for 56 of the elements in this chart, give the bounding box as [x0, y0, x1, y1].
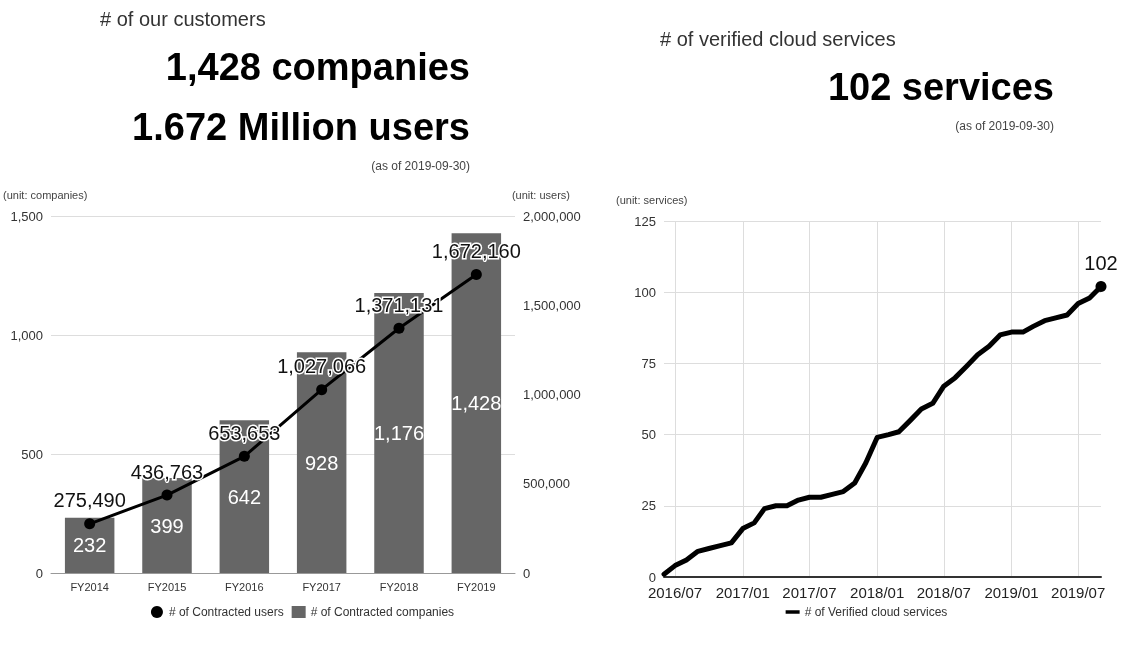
- y-tick-label: 0: [648, 569, 656, 585]
- y2-tick-label: 500,000: [523, 476, 570, 492]
- data-label: 642: [227, 485, 262, 508]
- data-label: 436,763: [130, 460, 204, 483]
- x-tick-label: 2017/01: [715, 584, 770, 601]
- data-label: 275,490: [53, 489, 126, 512]
- chart-title: # of verified cloud services: [660, 28, 896, 50]
- data-label: 232: [72, 534, 107, 557]
- legend-label: # of Verified cloud services: [804, 605, 948, 619]
- x-tick-label: FY2017: [302, 580, 341, 593]
- chart-title: # of our customers: [100, 8, 266, 30]
- y-axis-title: (unit: companies): [3, 188, 88, 201]
- text: 102 services: [827, 66, 1054, 108]
- text: (as of 2019-09-30): [955, 119, 1055, 133]
- x-tick-label: 2019/07: [1051, 584, 1106, 601]
- y-tick-label: 125: [634, 213, 656, 229]
- x-tick-label: 2017/07: [782, 584, 837, 601]
- point: [238, 450, 250, 462]
- x-tick-label: FY2016: [225, 580, 264, 593]
- x-tick-label: 2019/01: [984, 584, 1039, 601]
- y-tick-label: 500: [21, 446, 43, 462]
- y-tick-label: 0: [35, 565, 43, 581]
- data-label: 399: [150, 514, 184, 537]
- y-tick-label: 25: [641, 498, 656, 514]
- x-tick-label: 2018/01: [850, 584, 905, 601]
- point: [393, 322, 405, 334]
- y2-tick-label: 1,000,000: [523, 387, 581, 402]
- point: [161, 489, 173, 501]
- y-tick-label: 75: [641, 355, 656, 371]
- y-tick-label: 100: [634, 284, 656, 300]
- data-label: 1,176: [373, 422, 425, 445]
- text: 1,428 companies: [165, 46, 470, 88]
- legend-label: # of Contracted companies: [310, 605, 455, 619]
- x-tick-label: FY2018: [379, 580, 419, 593]
- y2-tick-label: 0: [523, 565, 531, 581]
- point: [470, 269, 482, 281]
- y2-tick-label: 2,000,000: [523, 208, 581, 224]
- x-tick-label: 2016/07: [647, 584, 703, 601]
- x-tick-label: FY2014: [70, 580, 109, 593]
- data-label: 102: [1084, 252, 1118, 274]
- x-tick-label: FY2019: [457, 580, 496, 593]
- legend-label: # of Contracted users: [168, 605, 284, 619]
- text: (as of 2019-09-30): [371, 159, 471, 173]
- y-tick-label: 50: [641, 427, 656, 443]
- y-tick-label: 1,000: [10, 327, 43, 343]
- data-label: 1,428: [451, 392, 502, 415]
- point: [84, 518, 96, 530]
- y2-tick-label: 1,500,000: [523, 297, 581, 313]
- point: [316, 384, 328, 396]
- text: 1.672 Million users: [132, 106, 470, 148]
- data-label: 928: [304, 451, 339, 474]
- y2-axis-title: (unit: users): [511, 188, 570, 201]
- x-tick-label: 2018/07: [916, 584, 971, 601]
- y-axis-title: (unit: services): [616, 193, 688, 206]
- x-tick-label: FY2015: [147, 580, 187, 593]
- y-tick-label: 1,500: [10, 208, 43, 224]
